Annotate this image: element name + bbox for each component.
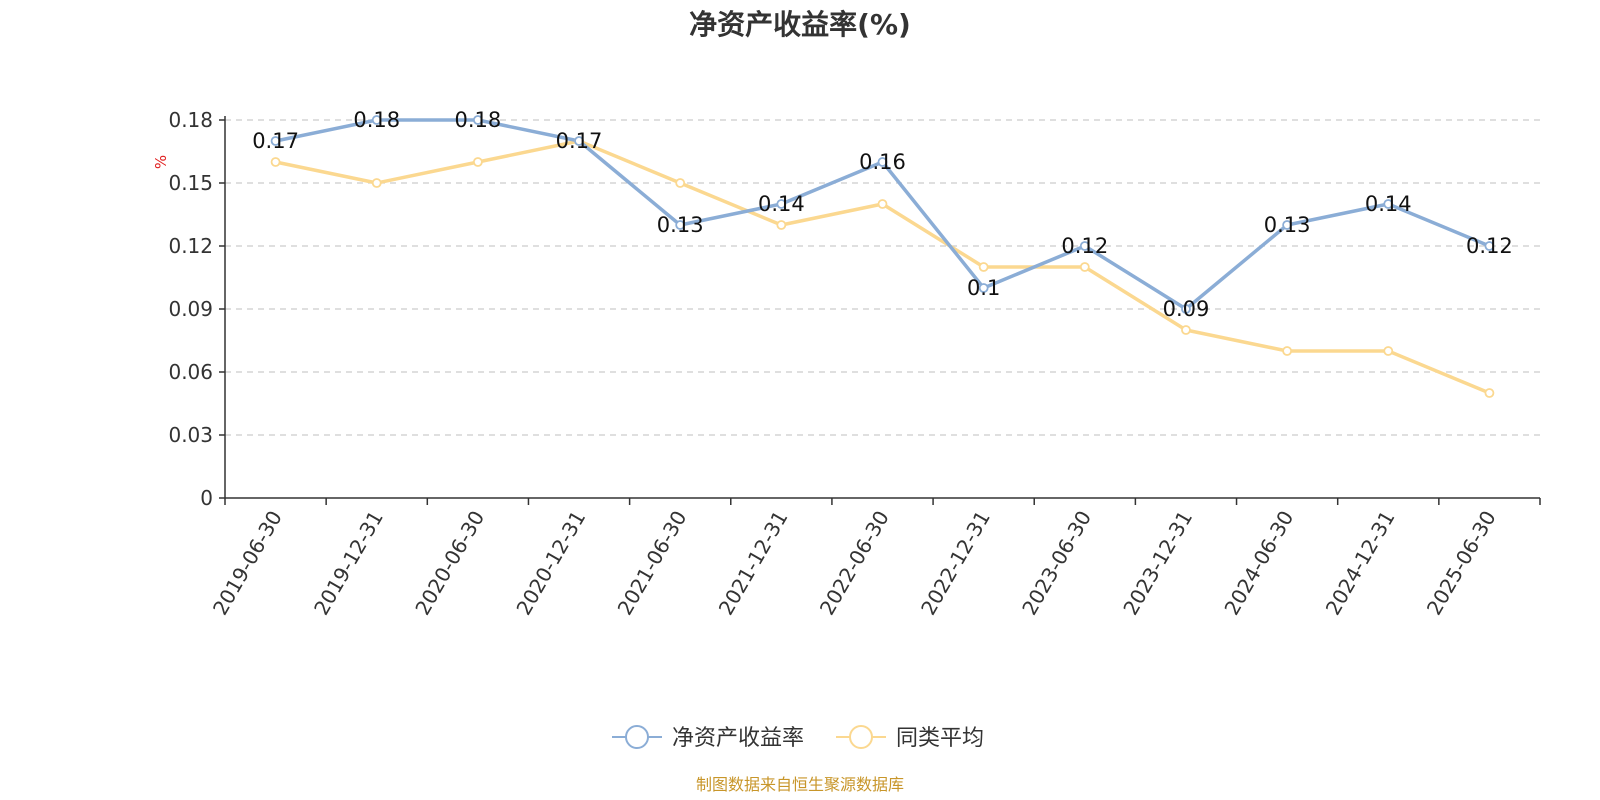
series-0-point [877,157,888,167]
series-0-point [675,220,686,230]
x-tick-label: 2023-06-30 [1017,507,1096,620]
data-label: 0.13 [657,213,704,237]
y-tick-label: 0.09 [168,297,213,321]
series-0-point [1282,220,1293,230]
legend-label: 同类平均 [896,726,984,751]
data-label: 0.14 [1365,192,1412,216]
series-0-point [472,115,483,125]
x-tick-label: 2020-12-31 [511,507,590,620]
series-1-point [1282,346,1293,356]
x-tick-label: 2019-12-31 [309,507,388,620]
y-tick-label: 0.03 [168,423,213,447]
chart-title: 净资产收益率(%) [689,8,911,41]
series-1-point [1484,388,1495,398]
series-0-point [978,283,989,293]
x-tick-label: 2022-06-30 [815,507,894,620]
series-1-point [776,220,787,230]
data-label: 0.17 [556,129,603,153]
series-1-point [1181,325,1191,335]
series-1-point [1079,262,1090,272]
x-tick-label: 2024-06-30 [1219,507,1298,620]
series-points [270,115,1495,398]
y-tick-label: 0.15 [168,171,213,195]
series-0-point [1079,241,1090,251]
x-tick-label: 2025-06-30 [1422,507,1501,620]
series-1-point [472,157,483,167]
series-0-point [574,136,584,146]
legend-label: 净资产收益率 [672,726,804,751]
series-0-point [371,115,382,125]
x-tick-label: 2021-12-31 [714,507,793,620]
y-tick-label: 0.12 [168,234,213,258]
data-label: 0.17 [252,129,299,153]
series-0-point [1383,199,1394,209]
series-0-point [776,199,787,209]
legend[interactable]: 净资产收益率 同类平均 [612,725,984,751]
series-1-point [675,178,686,188]
data-label: 0.1 [967,276,1000,300]
y-tick-label: 0 [200,486,213,510]
legend-item-1[interactable]: 同类平均 [836,725,984,751]
series-1-point [978,262,989,272]
data-label: 0.09 [1163,297,1210,321]
data-labels: 0.17 0.18 0.18 0.17 0.13 0.14 0.16 0.1 0.12 0.09 0… [252,108,1513,321]
data-source-note: 制图数据来自恒生聚源数据库 [696,775,904,794]
series-1-point [1383,346,1394,356]
x-tick-label: 2019-06-30 [208,507,287,620]
x-tick-label: 2023-12-31 [1118,507,1197,620]
data-label: 0.12 [1061,234,1108,258]
x-tick-label: 2021-06-30 [613,507,692,620]
series-1-point [877,199,888,209]
series-0-point [1484,241,1495,251]
x-tick-label: 2020-06-30 [410,507,489,620]
x-tick-label: 2022-12-31 [916,506,995,619]
legend-marker-icon [849,725,873,749]
series-0-point [1181,304,1191,314]
data-label: 0.13 [1264,213,1311,237]
data-label: 0.12 [1466,234,1513,258]
legend-item-0[interactable]: 净资产收益率 [612,725,804,751]
y-tick-label: 0.18 [168,108,213,132]
legend-marker-icon [625,725,649,749]
y-axis-unit-label: % [152,155,170,169]
data-label: 0.18 [353,108,400,132]
series-line-1 [275,139,1491,395]
x-tick-label: 2024-12-31 [1321,507,1400,620]
data-label: 0.16 [859,150,906,174]
series-0-point [270,136,281,146]
y-tick-label: 0.06 [168,360,213,384]
series-1-point [371,178,382,188]
data-label: 0.18 [455,108,502,132]
data-label: 0.14 [758,192,805,216]
series-1-point [270,157,281,167]
